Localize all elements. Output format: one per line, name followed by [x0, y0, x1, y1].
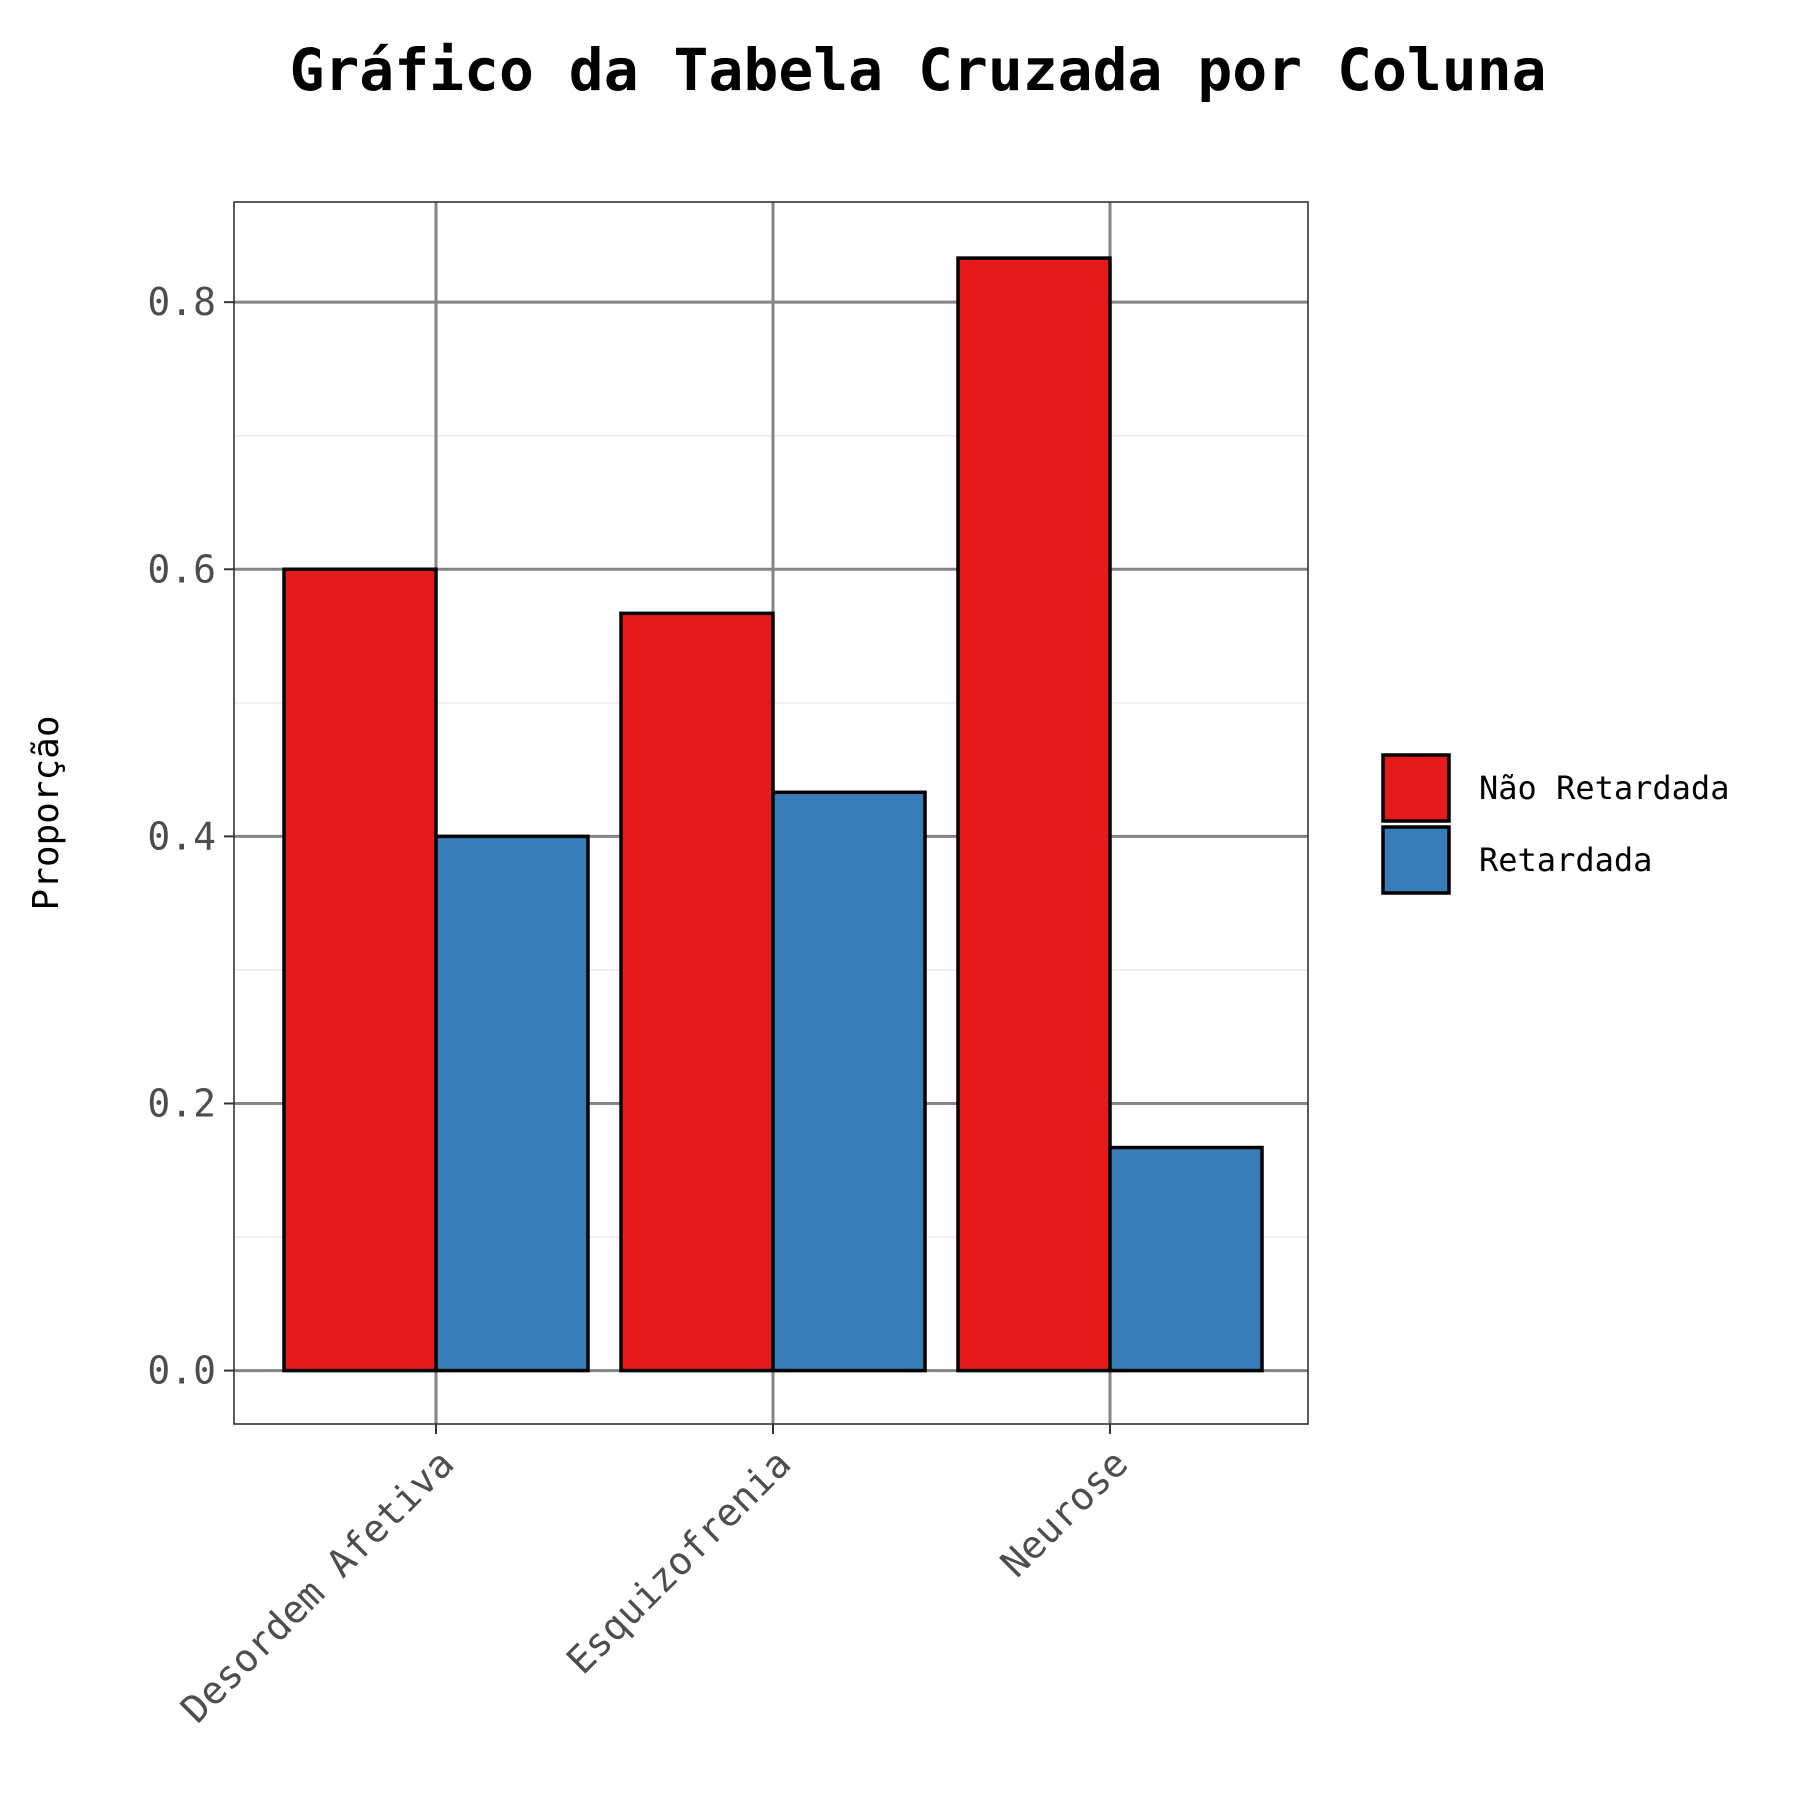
legend-label: Não Retardada	[1479, 769, 1729, 807]
legend-key-nao-retardada	[1381, 753, 1451, 823]
chart-title: Gráfico da Tabela Cruzada por Coluna	[289, 36, 1546, 104]
legend: Não Retardada Retardada	[1381, 753, 1729, 895]
bar-retardada	[1108, 1145, 1264, 1373]
y-tick-label: 0.2	[147, 1081, 216, 1125]
bars	[282, 256, 1264, 1373]
y-tick-label: 0.6	[147, 547, 216, 591]
y-axis: 0.0 0.2 0.4 0.6 0.8	[147, 280, 234, 1393]
bar-nao-retardada	[956, 256, 1112, 1373]
y-axis-title: Proporção	[26, 715, 67, 910]
bar-retardada	[771, 790, 927, 1373]
bar-retardada	[434, 834, 590, 1373]
y-tick-label: 0.8	[147, 280, 216, 324]
y-tick-label: 0.0	[147, 1349, 216, 1393]
y-tick-label: 0.4	[147, 814, 216, 858]
bar-nao-retardada	[619, 611, 775, 1373]
legend-label: Retardada	[1479, 841, 1652, 879]
legend-key-retardada	[1381, 825, 1451, 895]
bar-nao-retardada	[282, 567, 438, 1373]
plot-border	[233, 201, 1309, 1425]
